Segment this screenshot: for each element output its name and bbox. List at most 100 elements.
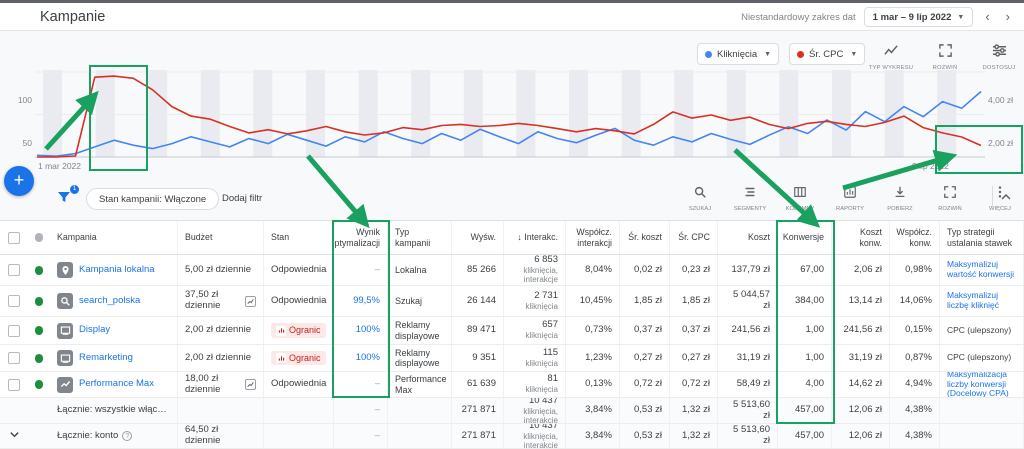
column-header-wsp_int[interactable]: Współcz. interakcji — [566, 221, 620, 254]
typ-cell: Performance Max — [388, 372, 452, 397]
table-row: Performance Max 18,00 zł dziennie Odpowied… — [0, 372, 1024, 398]
more-toolbar-button[interactable]: WIĘCEJ — [978, 185, 1022, 212]
sr_cpc-cell: 0,23 zł — [670, 255, 718, 285]
campaign-name-link[interactable]: Performance Max — [79, 378, 154, 390]
reports-toolbar-button[interactable]: RAPORTY — [828, 185, 872, 212]
download-icon — [893, 185, 907, 204]
sr_cpc-cell: 1,85 zł — [670, 286, 718, 316]
filter-count-badge: 1 — [70, 185, 79, 194]
toolbar-icon-label: SEGMENTY — [733, 206, 767, 212]
toolbar-icon-label: POBIERZ — [887, 206, 913, 212]
filter-funnel-icon[interactable]: 1 — [56, 185, 79, 209]
column-header-name[interactable]: Kampania — [50, 221, 178, 254]
konw-cell: 457,00 — [778, 424, 832, 448]
column-header-wsp_konw[interactable]: Współcz. konw. — [890, 221, 940, 254]
add-filter-button[interactable]: Dodaj filtr — [222, 193, 263, 204]
column-header-konw[interactable]: Konwersje — [778, 221, 832, 254]
status-cell: Odpowiednia — [264, 255, 334, 285]
metric-select-clicks[interactable]: Kliknięcia ▼ — [697, 43, 780, 65]
date-range-select[interactable]: 1 mar – 9 lip 2022 ▼ — [863, 7, 974, 27]
optimization-score-cell[interactable]: 100% — [334, 345, 388, 371]
campaign-name-link[interactable]: Kampania lokalna — [79, 263, 155, 275]
row-checkbox[interactable] — [8, 264, 20, 276]
chart-tool-buttons: TYP WYKRESU ROZWIŃ DOSTOSUJ — [868, 43, 1022, 71]
koszt-cell: 5 513,60 zł — [718, 424, 778, 448]
budget-cell: 2,00 zł dziennie — [178, 345, 264, 371]
sr_koszt-cell: 0,37 zł — [620, 317, 670, 344]
totals-row: Łącznie: konto? 64,50 zł dziennie – 271 871… — [0, 424, 1024, 449]
campaign-name-link[interactable]: search_polska — [79, 294, 141, 306]
limited-by-budget-badge[interactable]: Ogranic — [271, 323, 326, 338]
segments-toolbar-button[interactable]: SEGMENTY — [728, 185, 772, 212]
red-series-dot-icon — [797, 50, 804, 58]
expand-toolbar-button[interactable]: ROZWIŃ — [928, 185, 972, 212]
column-header-wynik[interactable]: Wynik optymalizacji — [334, 221, 388, 254]
left-axis-tick-100: 100 — [17, 95, 32, 105]
tool-label: ROZWIŃ — [932, 65, 958, 71]
metric-clicks-label: Kliknięcia — [717, 48, 758, 60]
columns-toolbar-button[interactable]: KOLUMNY — [778, 185, 822, 212]
campaign-name-link[interactable]: Display — [79, 324, 111, 336]
column-header-koszt_konw[interactable]: Koszt konw. — [832, 221, 890, 254]
toolbar-icon-label: KOLUMNY — [785, 206, 815, 212]
column-header-sr_cpc[interactable]: Śr. CPC — [670, 221, 718, 254]
limited-by-budget-badge[interactable]: Ogranic — [271, 350, 326, 366]
select-all-checkbox[interactable] — [8, 231, 20, 244]
expand-account-totals-chevron-icon[interactable] — [9, 429, 20, 444]
column-header-budget[interactable]: Budżet — [178, 221, 264, 254]
row-checkbox[interactable] — [8, 295, 20, 307]
status-cell: Odpowiednia — [264, 372, 334, 397]
bid-strategy-cell[interactable]: Maksymalizuj wartość konwersji — [940, 255, 1024, 285]
column-header-strategia[interactable]: Typ strategii ustalania stawek — [940, 221, 1024, 254]
wsp_konw-cell: 4,94% — [890, 372, 940, 397]
budget-cell: 64,50 zł dziennie — [178, 424, 264, 448]
toolbar-icon-label: WIĘCEJ — [989, 206, 1011, 212]
column-header-wysw[interactable]: Wyśw. — [452, 221, 504, 254]
column-header-inter[interactable]: ↓ Interakc. — [504, 221, 566, 254]
table-toolbar: + 1 Stan kampanii: Włączone Dodaj filtr … — [0, 166, 1024, 220]
row-checkbox[interactable] — [8, 324, 20, 337]
campaign-name-link[interactable]: Remarketing — [79, 351, 133, 363]
interactions-cell: 657 kliknięcia — [504, 317, 566, 344]
column-header-koszt[interactable]: Koszt — [718, 221, 778, 254]
previous-period-button[interactable]: ‹ — [981, 7, 993, 27]
x-axis-end-label: 9 lip 2022 — [912, 161, 949, 171]
expand-tool-button[interactable]: ROZWIŃ — [922, 43, 968, 71]
bid-strategy-report-icon[interactable] — [245, 295, 256, 307]
bid-strategy-report-icon[interactable] — [245, 379, 256, 390]
search-icon — [693, 185, 707, 204]
sr_cpc-cell: 0,27 zł — [670, 345, 718, 371]
row-checkbox[interactable] — [8, 352, 20, 364]
help-icon[interactable]: ? — [122, 431, 133, 441]
typ-cell — [388, 424, 452, 448]
bid-strategy-cell[interactable]: Maksymalizuj liczbę kliknięć — [940, 286, 1024, 316]
collapse-table-chevron-icon[interactable] — [1000, 190, 1012, 208]
column-header-typ[interactable]: Typ kampanii — [388, 221, 452, 254]
column-header-sr_koszt[interactable]: Śr. koszt — [620, 221, 670, 254]
location-campaign-icon — [57, 262, 73, 278]
window-top-strip — [0, 0, 1024, 3]
optimization-score-cell[interactable]: 99,5% — [334, 286, 388, 316]
sr_cpc-cell: 0,72 zł — [670, 372, 718, 397]
row-checkbox[interactable] — [8, 378, 20, 391]
sr_koszt-cell: 1,85 zł — [620, 286, 670, 316]
konw-cell: 67,00 — [778, 255, 832, 285]
enabled-status-dot — [35, 353, 43, 363]
line-chart-tool-button[interactable]: TYP WYKRESU — [868, 43, 914, 71]
download-toolbar-button[interactable]: POBIERZ — [878, 185, 922, 212]
next-period-button[interactable]: › — [1002, 7, 1014, 27]
wsp_konw-cell: 0,98% — [890, 255, 940, 285]
campaign-status-filter-chip[interactable]: Stan kampanii: Włączone — [86, 188, 220, 210]
sr_koszt-cell: 0,27 zł — [620, 345, 670, 371]
search-toolbar-button[interactable]: SZUKAJ — [678, 185, 722, 212]
optimization-score-cell[interactable]: 100% — [334, 317, 388, 344]
column-header-stan[interactable]: Stan — [264, 221, 334, 254]
tune-tool-button[interactable]: DOSTOSUJ — [976, 43, 1022, 71]
metric-cpc-label: Śr. CPC — [809, 48, 844, 60]
wsp_int-cell: 1,23% — [566, 345, 620, 371]
add-campaign-button[interactable]: + — [4, 166, 34, 196]
table-action-icons: SZUKAJ SEGMENTY KOLUMNY RAPORTY POBIERZ … — [678, 185, 1022, 212]
metric-select-avg-cpc[interactable]: Śr. CPC ▼ — [789, 43, 866, 65]
bid-strategy-cell[interactable]: Maksymalizacja liczby konwersji (Docelow… — [940, 372, 1024, 397]
typ-cell: Lokalna — [388, 255, 452, 285]
